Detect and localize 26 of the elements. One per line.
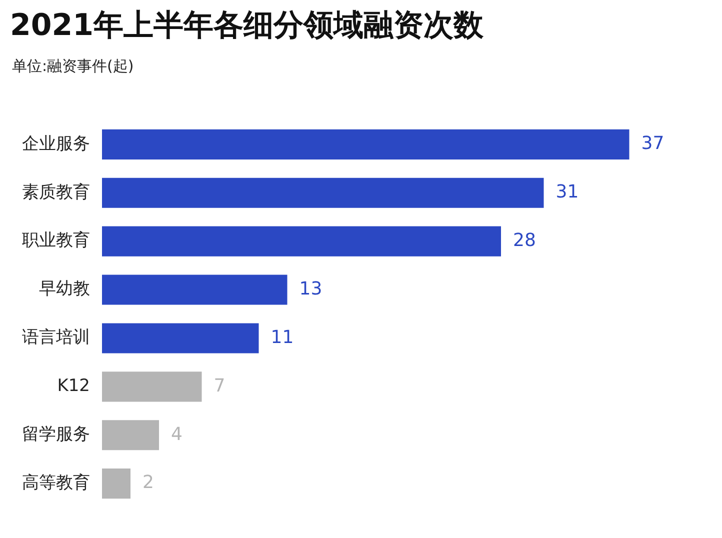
y-tick-label: 语言培训 [22, 328, 90, 348]
bar [102, 420, 159, 450]
data-label: 4 [171, 424, 182, 445]
bar [102, 468, 130, 499]
data-label: 28 [513, 230, 536, 251]
y-tick-label: 早幼教 [39, 279, 90, 300]
y-tick-label: 留学服务 [22, 424, 90, 445]
data-label: 2 [142, 472, 154, 494]
data-label: 7 [214, 375, 226, 396]
data-label: 13 [299, 278, 322, 300]
bar [102, 178, 544, 208]
y-tick-label: 企业服务 [22, 134, 90, 154]
data-label: 11 [270, 326, 294, 348]
y-tick-label: 高等教育 [22, 472, 90, 493]
chart-subtitle: 单位:融资事件(起) [11, 56, 135, 76]
bar [102, 372, 202, 402]
y-tick-label: K12 [57, 376, 90, 396]
data-label: 37 [641, 133, 664, 154]
chart-title: 2021年上半年各细分领域融资次数 [9, 7, 484, 45]
bar [102, 274, 288, 305]
y-tick-label: 职业教育 [22, 230, 90, 251]
data-label: 31 [556, 182, 579, 203]
y-tick-label: 素质教育 [22, 182, 90, 202]
bar [102, 226, 501, 256]
bar [102, 323, 259, 354]
bar [102, 129, 630, 160]
